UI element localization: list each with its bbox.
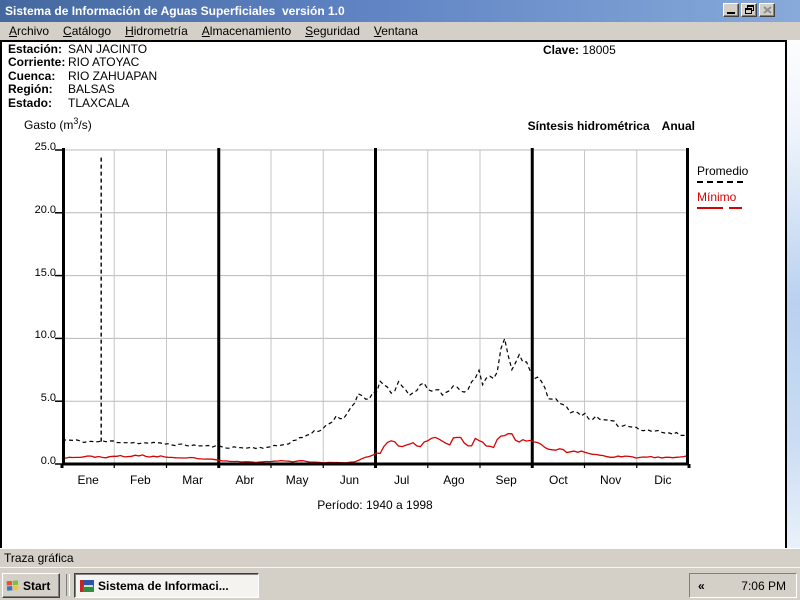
clave-value: 18005 xyxy=(582,43,616,57)
status-bar: Traza gráfica xyxy=(0,548,800,567)
hydrometric-chart-plot xyxy=(55,148,691,468)
close-button[interactable] xyxy=(759,3,775,17)
title-bar: Sistema de Información de Aguas Superfic… xyxy=(0,0,800,22)
windows-logo-icon xyxy=(6,579,19,591)
x-tick-label: Mar xyxy=(182,473,203,487)
x-tick-label: Nov xyxy=(599,473,622,487)
chart-legend: Promedio Mínimo xyxy=(697,164,748,216)
panel-border-left xyxy=(0,40,2,548)
x-axis-labels: Ene Feb Mar Abr May Jun Jul Ago Sep Oct … xyxy=(62,473,689,487)
legend-promedio: Promedio xyxy=(697,164,748,183)
window-title: Sistema de Información de Aguas Superfic… xyxy=(5,4,345,18)
x-tick-label: Sep xyxy=(495,473,517,487)
close-icon xyxy=(762,6,772,14)
y-tick-label: 0.0 xyxy=(40,455,56,467)
menu-ventana[interactable]: Ventana xyxy=(373,24,418,38)
x-tick-label: Jun xyxy=(339,473,360,487)
system-tray: « 7:06 PM xyxy=(689,573,797,598)
menu-archivo[interactable]: Archivo xyxy=(9,24,50,38)
station-row: Cuenca: RIO ZAHUAPAN xyxy=(8,68,158,83)
legend-promedio-line-sample xyxy=(697,181,743,183)
panel-border-right xyxy=(785,40,787,548)
x-tick-label: Feb xyxy=(130,473,151,487)
menu-seguridad[interactable]: Seguridad xyxy=(305,24,360,38)
x-tick-label: May xyxy=(285,473,309,487)
restore-icon xyxy=(744,5,754,14)
x-tick-label: Abr xyxy=(235,473,255,487)
station-value: RIO ATOYAC xyxy=(68,55,140,70)
station-value: RIO ZAHUAPAN xyxy=(68,68,158,83)
x-tick-label: Ene xyxy=(77,473,99,487)
chart-title: Síntesis hidrométrica Anual xyxy=(527,119,695,133)
y-tick-label: 20.0 xyxy=(34,204,56,216)
clave-field: Clave: 18005 xyxy=(543,43,616,57)
x-tick-label: Oct xyxy=(549,473,568,487)
station-info: Estación: SAN JACINTO Corriente: RIO ATOYA… xyxy=(8,42,158,110)
y-axis-title: Gasto (m3/s) xyxy=(24,116,92,132)
menu-almacenamiento[interactable]: Almacenamiento xyxy=(201,24,292,38)
station-value: BALSAS xyxy=(68,82,115,97)
menu-bar: Archivo Catálogo Hidrometría Almacenamie… xyxy=(0,22,800,40)
minimize-icon xyxy=(727,12,735,14)
menu-hidrometria[interactable]: Hidrometría xyxy=(125,24,188,38)
restore-button[interactable] xyxy=(741,3,757,17)
chart-period-label: Anual xyxy=(661,119,695,133)
window-controls xyxy=(723,3,775,17)
start-button[interactable]: Start xyxy=(2,573,60,598)
menu-catalogo[interactable]: Catálogo xyxy=(63,24,112,38)
x-tick-label: Dic xyxy=(654,473,672,487)
app-icon xyxy=(80,579,94,592)
x-tick-label: Jul xyxy=(393,473,410,487)
legend-minimo: Mínimo xyxy=(697,190,748,209)
x-tick-label: Ago xyxy=(443,473,465,487)
tray-clock: 7:06 PM xyxy=(741,578,786,593)
desktop-background-strip xyxy=(787,40,800,548)
station-value: TLAXCALA xyxy=(68,95,130,110)
y-tick-label: 5.0 xyxy=(40,392,56,404)
taskbar: Start Sistema de Informaci... « 7:06 PM xyxy=(0,567,800,600)
panel-border-top xyxy=(0,40,787,42)
y-tick-label: 15.0 xyxy=(34,267,56,279)
station-row: Corriente: RIO ATOYAC xyxy=(8,55,140,70)
start-label: Start xyxy=(23,578,51,593)
taskbar-divider xyxy=(66,574,70,596)
y-tick-label: 10.0 xyxy=(34,329,56,341)
y-tick-label: 25.0 xyxy=(34,141,56,153)
station-value: SAN JACINTO xyxy=(68,42,148,56)
station-row: Estado: TLAXCALA xyxy=(8,95,130,110)
legend-minimo-line-sample xyxy=(697,207,748,209)
minimize-button[interactable] xyxy=(723,3,739,17)
station-row: Estación: SAN JACINTO xyxy=(8,42,148,56)
tray-chevron-button[interactable]: « xyxy=(698,578,705,593)
chart-caption: Período: 1940 a 1998 xyxy=(317,498,433,512)
status-text: Traza gráfica xyxy=(4,551,74,565)
station-row: Región: BALSAS xyxy=(8,82,115,97)
taskbar-app-label: Sistema de Informaci... xyxy=(98,578,229,593)
taskbar-app-button[interactable]: Sistema de Informaci... xyxy=(74,573,259,598)
